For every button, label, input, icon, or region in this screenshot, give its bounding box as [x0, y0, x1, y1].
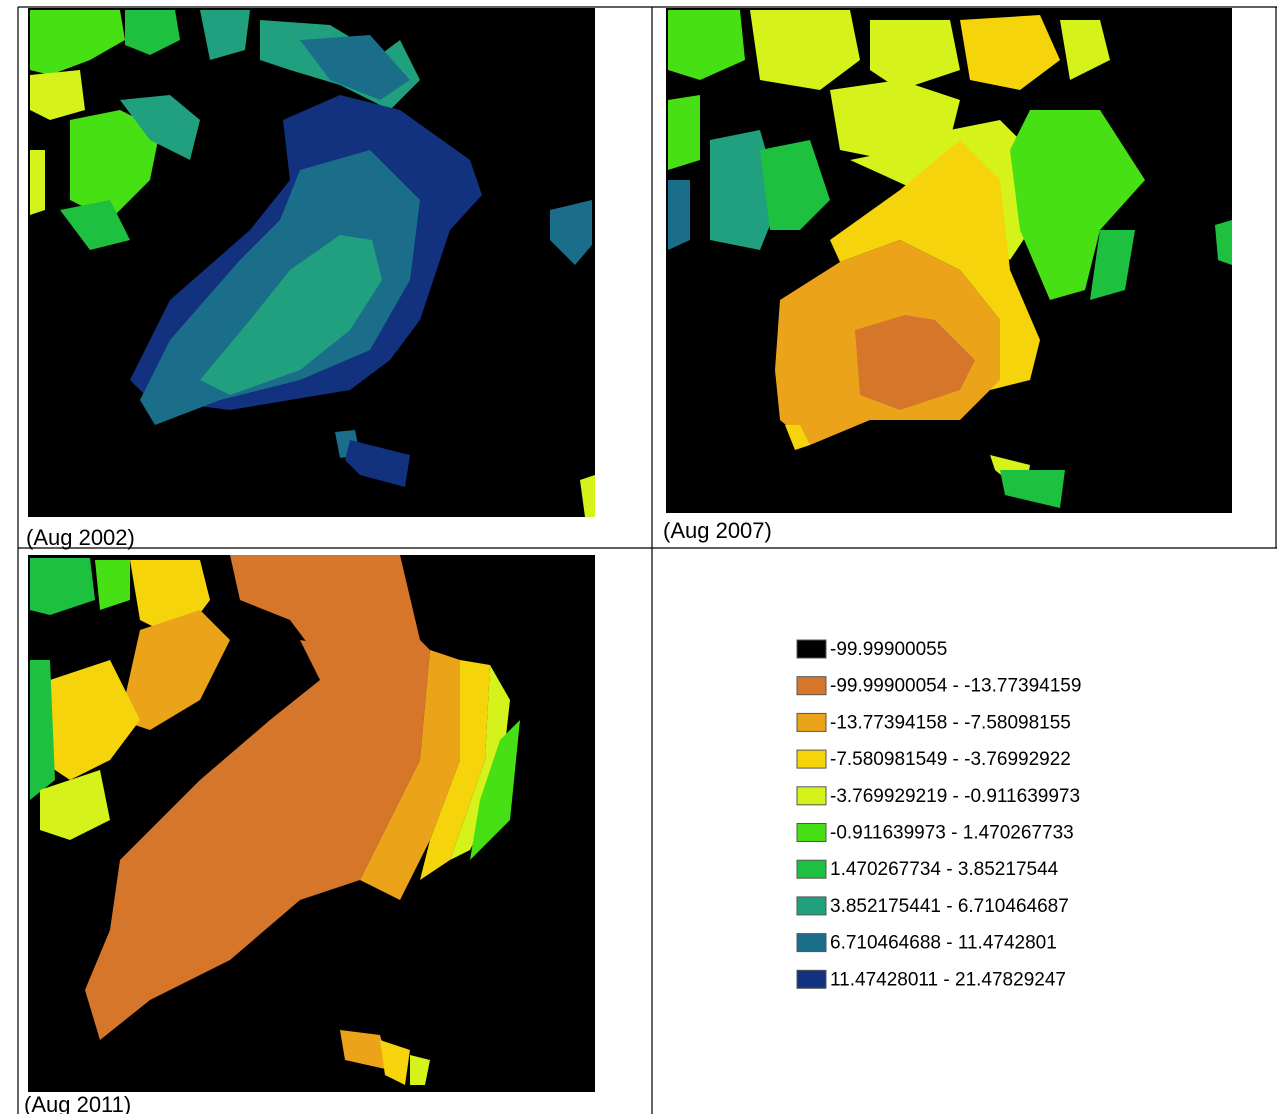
legend-label: -0.911639973 - 1.470267733 [830, 823, 1074, 844]
legend-label: -7.580981549 - -3.76992922 [830, 749, 1071, 770]
map-2011 [28, 555, 595, 1092]
legend-label: 6.710464688 - 11.4742801 [830, 933, 1057, 954]
legend: -99.99900055 -99.99900054 - -13.77394159 -… [797, 639, 1081, 990]
legend-label: 11.47428011 - 21.47829247 [830, 969, 1066, 990]
legend-label: -99.99900054 - -13.77394159 [830, 676, 1081, 697]
figure-table: (Aug 2002) (Aug 2007) (Aug 2011) -99.999… [0, 0, 1277, 1114]
legend-swatch [797, 640, 826, 658]
legend-label: -99.99900055 [830, 639, 947, 660]
raster-region [30, 150, 45, 215]
legend-swatch [797, 934, 826, 952]
legend-label: 1.470267734 - 3.85217544 [830, 859, 1059, 880]
caption: (Aug 2007) [663, 518, 772, 543]
legend-label: -13.77394158 - -7.58098155 [830, 712, 1071, 733]
legend-label: -3.769929219 - -0.911639973 [830, 786, 1080, 807]
legend-swatch [797, 713, 826, 731]
caption: (Aug 2002) [26, 525, 135, 550]
legend-label: 3.852175441 - 6.710464687 [830, 896, 1069, 917]
legend-swatch [797, 824, 826, 842]
caption: (Aug 2011) [24, 1092, 131, 1114]
page: {"captions": ["(Aug 2002)", "(Aug 2007)"… [0, 0, 1277, 1114]
raster-region [668, 95, 700, 170]
legend-swatch [797, 860, 826, 878]
legend-swatch [797, 787, 826, 805]
legend-swatch [797, 677, 826, 695]
raster-region [668, 180, 690, 250]
legend-swatch [797, 750, 826, 768]
map-2007 [666, 8, 1232, 513]
legend-swatch [797, 970, 826, 988]
map-2002 [28, 8, 595, 517]
legend-swatch [797, 897, 826, 915]
